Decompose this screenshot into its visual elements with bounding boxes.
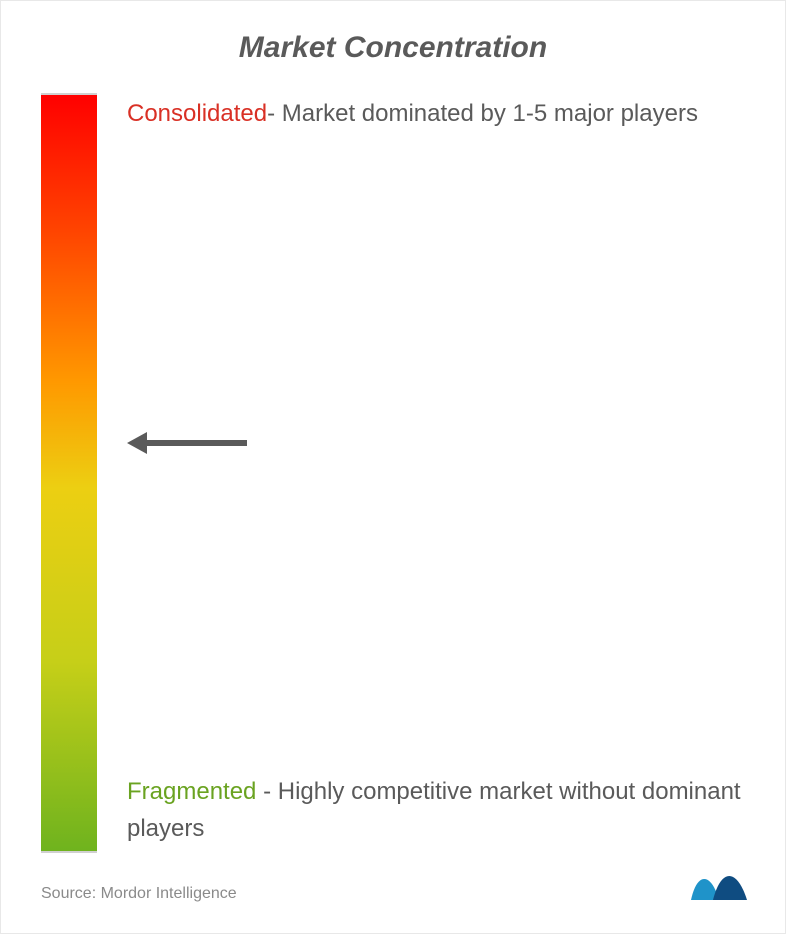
source-attribution: Source: Mordor Intelligence — [41, 885, 237, 903]
concentration-gradient-bar — [41, 93, 97, 853]
description-column: Consolidated- Market dominated by 1-5 ma… — [97, 93, 745, 853]
consolidated-keyword: Consolidated — [127, 100, 267, 127]
chart-title: Market Concentration — [41, 31, 745, 65]
fragmented-description: Fragmented - Highly competitive market w… — [127, 773, 745, 847]
fragmented-keyword: Fragmented — [127, 778, 256, 805]
mordor-logo-icon — [687, 864, 751, 909]
content-row: Consolidated- Market dominated by 1-5 ma… — [41, 93, 745, 853]
position-arrow-icon — [127, 428, 257, 463]
chart-container: Market Concentration Consolidated- Marke… — [0, 0, 786, 934]
consolidated-text: - Market dominated by 1-5 major players — [267, 100, 698, 127]
consolidated-description: Consolidated- Market dominated by 1-5 ma… — [127, 95, 745, 132]
